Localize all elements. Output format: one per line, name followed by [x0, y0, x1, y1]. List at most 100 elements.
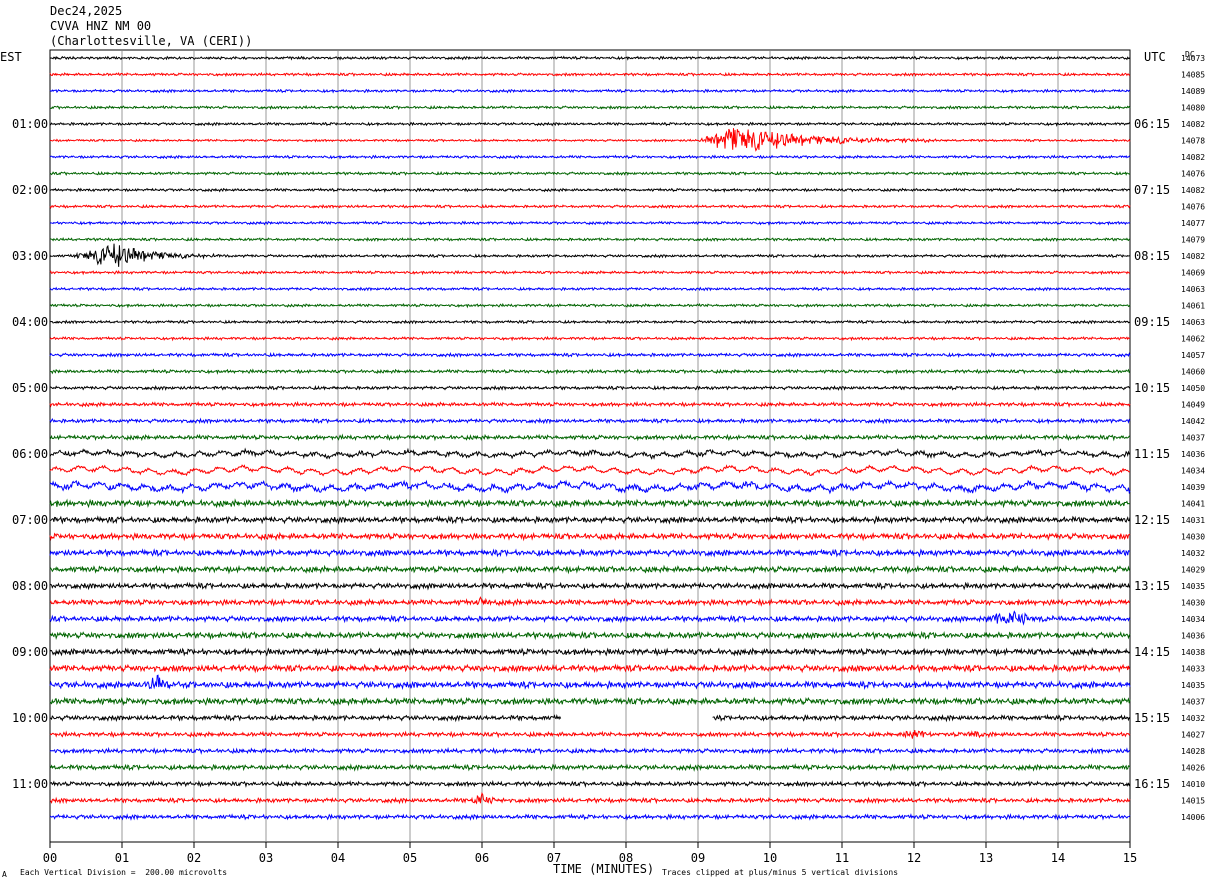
dc-offset-label: 14038	[1181, 648, 1205, 657]
dc-offset-label: 14089	[1181, 87, 1205, 96]
dc-offset-label: 14042	[1181, 417, 1205, 426]
dc-column-label: DC	[1185, 50, 1195, 59]
dc-offset-label: 14076	[1181, 170, 1205, 179]
dc-offset-label: 14062	[1181, 335, 1205, 344]
seismic-trace	[49, 384, 1131, 392]
est-hour-label: 01:00	[12, 117, 48, 131]
dc-offset-label: 14010	[1181, 780, 1205, 789]
est-hour-label: 10:00	[12, 711, 48, 725]
seismic-trace	[49, 154, 1131, 160]
seismic-trace	[49, 531, 1131, 542]
vertical-division-note: Each Vertical Division = 200.00 microvol…	[20, 868, 228, 877]
seismic-trace	[49, 674, 1131, 691]
seismic-trace	[49, 170, 1131, 176]
seismic-trace	[49, 55, 1131, 61]
seismic-trace	[49, 610, 1131, 626]
seismic-trace	[49, 647, 1131, 657]
est-hour-label: 04:00	[12, 315, 48, 329]
dc-offset-label: 14073	[1181, 54, 1205, 63]
utc-hour-label: 10:15	[1134, 381, 1170, 395]
seismic-trace	[49, 417, 1131, 425]
seismic-trace	[49, 88, 1131, 94]
x-tick-label: 00	[43, 851, 57, 865]
station-name: CVVA HNZ NM 00	[50, 19, 152, 33]
seismic-trace	[49, 515, 1131, 525]
dc-offset-label: 14035	[1181, 681, 1205, 690]
utc-hour-label: 06:15	[1134, 117, 1170, 131]
corner-mark: A	[2, 870, 7, 879]
dc-offset-label: 14034	[1181, 615, 1205, 624]
seismic-trace	[49, 400, 1131, 409]
dc-offset-label: 14063	[1181, 318, 1205, 327]
utc-hour-label: 15:15	[1134, 711, 1170, 725]
utc-hour-label: 13:15	[1134, 579, 1170, 593]
x-tick-label: 13	[979, 851, 993, 865]
utc-hour-label: 08:15	[1134, 249, 1170, 263]
seismic-trace	[49, 791, 1131, 805]
x-tick-label: 12	[907, 851, 921, 865]
x-tick-label: 02	[187, 851, 201, 865]
dc-offset-label: 14082	[1181, 153, 1205, 162]
seismic-trace	[49, 128, 1131, 152]
plot-frame	[49, 49, 1131, 843]
dc-offset-label: 14036	[1181, 632, 1205, 641]
x-tick-label: 09	[691, 851, 705, 865]
plot-date: Dec24,2025	[50, 4, 123, 18]
dc-offset-label: 14063	[1181, 285, 1205, 294]
dc-offset-label: 14069	[1181, 269, 1205, 278]
dc-offset-label: 14036	[1181, 450, 1205, 459]
utc-hour-label: 07:15	[1134, 183, 1170, 197]
x-tick-label: 05	[403, 851, 417, 865]
est-hour-label: 02:00	[12, 183, 48, 197]
dc-offset-label: 14039	[1181, 483, 1205, 492]
seismic-trace	[49, 596, 1131, 607]
est-hour-label: 11:00	[12, 777, 48, 791]
dc-offset-label: 14082	[1181, 252, 1205, 261]
seismic-trace	[49, 630, 1131, 641]
seismic-trace	[49, 319, 1131, 325]
seismic-trace	[49, 581, 1131, 591]
seismic-trace	[49, 730, 1131, 739]
seismic-trace	[49, 779, 1131, 788]
seismic-trace	[49, 335, 1131, 342]
dc-offset-label: 14078	[1181, 137, 1205, 146]
x-tick-label: 15	[1123, 851, 1137, 865]
seismic-trace	[49, 696, 1131, 707]
dc-offset-label: 14049	[1181, 401, 1205, 410]
est-hour-label: 06:00	[12, 447, 48, 461]
seismic-trace	[49, 763, 1131, 772]
dc-offset-label: 14060	[1181, 368, 1205, 377]
seismic-trace	[49, 433, 1131, 442]
dc-offset-label: 14085	[1181, 71, 1205, 80]
dc-offset-label: 14033	[1181, 665, 1205, 674]
station-location: (Charlottesville, VA (CERI))	[50, 34, 253, 48]
dc-offset-label: 14037	[1181, 434, 1205, 443]
utc-hour-label: 11:15	[1134, 447, 1170, 461]
dc-offset-label: 14029	[1181, 566, 1205, 575]
dc-offset-label: 14077	[1181, 219, 1205, 228]
seismic-trace	[49, 269, 1131, 276]
seismic-trace	[49, 548, 1131, 558]
seismic-trace	[49, 203, 1131, 209]
seismic-trace	[49, 663, 1131, 674]
dc-offset-label: 14032	[1181, 714, 1205, 723]
x-tick-label: 04	[331, 851, 345, 865]
dc-offset-label: 14037	[1181, 698, 1205, 707]
seismic-trace	[49, 368, 1131, 375]
utc-axis-label: UTC	[1144, 50, 1166, 64]
clipping-note: Traces clipped at plus/minus 5 vertical …	[662, 868, 899, 877]
dc-offset-label: 14050	[1181, 384, 1205, 393]
seismic-trace	[49, 746, 1131, 755]
dc-offset-label: 14032	[1181, 549, 1205, 558]
utc-hour-label: 14:15	[1134, 645, 1170, 659]
dc-offset-label: 14076	[1181, 203, 1205, 212]
x-tick-label: 08	[619, 851, 633, 865]
est-hour-label: 08:00	[12, 579, 48, 593]
x-tick-label: 06	[475, 851, 489, 865]
seismic-trace	[712, 713, 1131, 723]
dc-offset-label: 14080	[1181, 104, 1205, 113]
dc-offset-label: 14035	[1181, 582, 1205, 591]
x-tick-label: 07	[547, 851, 561, 865]
x-tick-label: 14	[1051, 851, 1065, 865]
